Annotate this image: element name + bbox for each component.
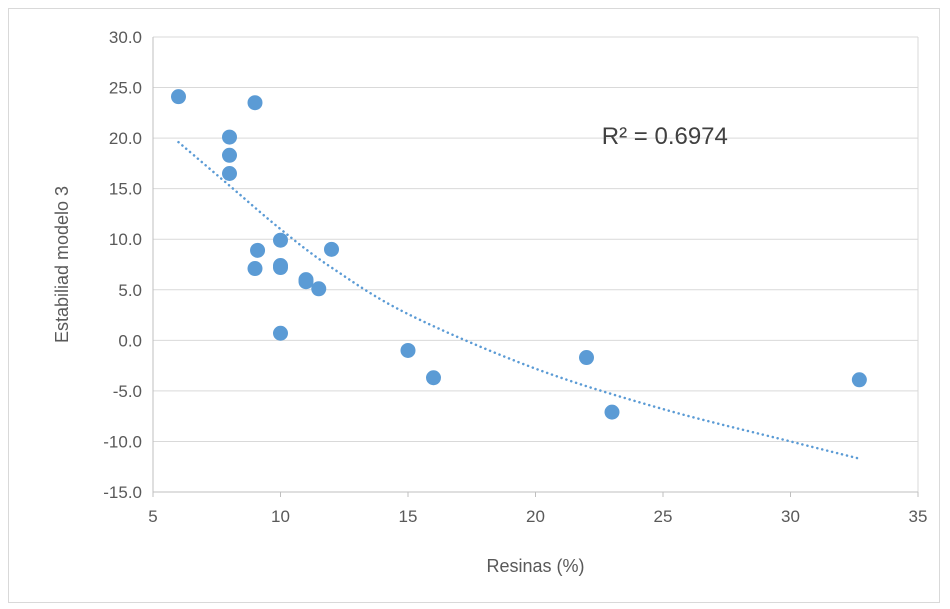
y-tick-label: -10.0 [103,432,142,451]
data-point [273,232,288,248]
data-point [298,274,314,290]
y-tick-labels: 30.0 25.0 20.0 15.0 10.0 5.0 0.0 -5.0 -10.0 -15.0 [103,28,142,502]
x-tick-label: 30 [781,507,800,526]
trendline-path [177,140,861,460]
y-tick-label: -15.0 [103,483,142,502]
x-tick-label: 25 [654,507,673,526]
x-tick-label: 15 [399,507,418,526]
y-tick-label: 25.0 [109,79,142,98]
data-point [247,95,263,111]
data-point [426,370,441,386]
y-axis-title: Estabiliad modelo 3 [52,186,72,343]
gridlines [153,36,919,492]
y-tick-label: 5.0 [118,281,142,300]
data-point [324,241,339,257]
y-tick-label: -5.0 [113,382,142,401]
data-point [273,325,288,341]
x-tick-label: 35 [909,507,928,526]
data-point [222,129,237,145]
data-point [222,166,237,181]
data-point [247,261,263,277]
data-point [273,260,288,276]
data-point [171,89,186,105]
y-tick-label: 30.0 [109,28,142,47]
data-point [250,242,266,258]
y-tick-label: 10.0 [109,230,142,249]
y-tick-label: 15.0 [109,180,142,199]
data-point [222,147,237,163]
data-points [171,89,867,420]
y-tick-label: 0.0 [118,331,142,350]
x-tick-label: 10 [271,507,290,526]
y-tick-label: 20.0 [109,129,142,148]
data-point [851,372,867,388]
trendline [177,140,861,460]
data-point [579,350,594,366]
axes [152,37,919,497]
x-axis-title: Resinas (%) [486,556,584,576]
data-point [311,281,327,297]
chart-area [8,8,940,603]
x-tick-label: 20 [526,507,545,526]
data-point [400,342,416,358]
x-tick-label: 5 [148,507,157,526]
data-point [604,404,620,420]
r-squared-annotation: R² = 0.6974 [602,123,728,150]
x-tick-labels: 5 10 15 20 25 30 35 [148,507,927,526]
